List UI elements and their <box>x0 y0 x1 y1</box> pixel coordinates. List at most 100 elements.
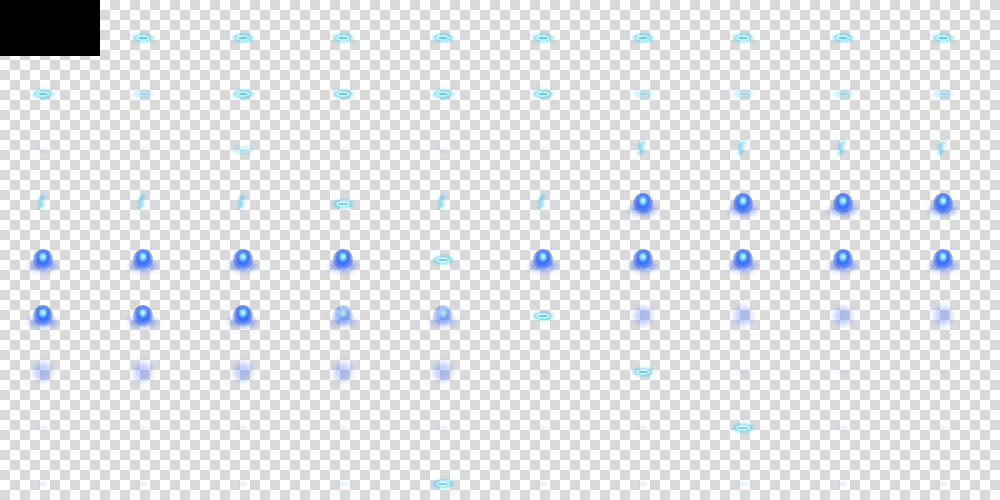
sprite <box>937 140 946 156</box>
sprite-dome <box>733 249 753 271</box>
sprite-ring <box>136 91 150 97</box>
sprite-trace <box>538 370 548 374</box>
sprite <box>838 426 848 430</box>
sprite-ring <box>636 369 650 375</box>
sprite <box>929 249 957 271</box>
sprite-ring <box>736 91 750 97</box>
sprite <box>529 249 557 271</box>
sprite-glow <box>533 90 553 98</box>
sprite-dome <box>833 193 853 215</box>
sprite-core <box>840 253 846 259</box>
sprite-trace <box>338 426 348 430</box>
sprite-trace <box>838 370 848 374</box>
sprite <box>829 193 857 215</box>
sprite-core <box>140 309 146 315</box>
sprite-ring <box>436 257 450 263</box>
sprite-glow <box>233 34 253 42</box>
sprite-swirl <box>437 194 446 210</box>
sprite-glow <box>133 90 153 98</box>
sprite <box>229 249 257 271</box>
sprite <box>638 482 648 486</box>
sprite <box>734 306 752 326</box>
sprite <box>329 305 357 327</box>
sprite-swirl <box>537 194 546 210</box>
sprite-dome <box>533 249 553 271</box>
sprite-glow <box>433 34 453 42</box>
sprite <box>938 482 948 486</box>
sprite-core <box>640 197 646 203</box>
sprite-glow <box>433 480 453 488</box>
sprite-ring <box>836 35 850 41</box>
sprite <box>137 194 146 210</box>
sprite-dome <box>33 249 53 271</box>
sprite-trace <box>738 482 748 486</box>
sprite-core <box>840 197 846 203</box>
sprite <box>129 305 157 327</box>
sprite <box>837 140 846 156</box>
sprite <box>938 370 948 374</box>
sprite-trace <box>338 148 348 152</box>
sprite <box>438 148 448 152</box>
sprite-trace <box>38 148 48 152</box>
sprite-swirl <box>237 194 246 210</box>
sprite <box>434 362 452 382</box>
sprite-trace <box>938 426 948 430</box>
sprite-dome <box>333 249 353 271</box>
sprite <box>429 305 457 327</box>
sprite <box>533 312 553 320</box>
sprite-glow <box>833 90 853 98</box>
sprite-glow <box>933 34 953 42</box>
sprite-trace <box>238 426 248 430</box>
sprite <box>933 90 953 98</box>
sprite <box>538 482 548 486</box>
sprite-trace <box>638 426 648 430</box>
sprite <box>833 34 853 42</box>
sprite-dome <box>233 249 253 271</box>
sprite-core <box>40 309 46 315</box>
sprite <box>37 194 46 210</box>
sprite-trace <box>838 426 848 430</box>
sprite <box>138 426 148 430</box>
sprite <box>233 146 253 154</box>
sprite <box>238 426 248 430</box>
sprite-dome <box>433 305 453 327</box>
sprite-blob <box>134 362 152 382</box>
sprite <box>638 426 648 430</box>
sprite <box>538 370 548 374</box>
sprite <box>238 482 248 486</box>
sprite <box>538 426 548 430</box>
sprite-dome <box>633 193 653 215</box>
sprite-swirl <box>937 140 946 156</box>
sprite-ring <box>736 425 750 431</box>
sprite <box>834 306 852 326</box>
sprite <box>334 362 352 382</box>
sprite-dome <box>33 305 53 327</box>
sprite-ring <box>336 91 350 97</box>
sprite-ring <box>236 147 250 153</box>
sprite-core <box>940 253 946 259</box>
sprite-ring <box>236 91 250 97</box>
sprite-glow <box>733 424 753 432</box>
sprite <box>934 306 952 326</box>
sprite-glow <box>133 34 153 42</box>
sprite-glow <box>533 312 553 320</box>
sprite-blob <box>734 306 752 326</box>
sprite <box>433 256 453 264</box>
sprite-core <box>240 309 246 315</box>
sprite-glow <box>333 34 353 42</box>
sprite <box>938 426 948 430</box>
sprite <box>33 90 53 98</box>
sprite <box>729 249 757 271</box>
sprite <box>634 306 652 326</box>
sprite-dome <box>933 249 953 271</box>
sprite-trace <box>138 148 148 152</box>
sprite <box>733 34 753 42</box>
sprite-core <box>240 253 246 259</box>
sprite <box>338 426 348 430</box>
sprite-core <box>740 253 746 259</box>
sprite <box>437 194 446 210</box>
sprite-swirl <box>137 194 146 210</box>
sprite-blob <box>234 362 252 382</box>
